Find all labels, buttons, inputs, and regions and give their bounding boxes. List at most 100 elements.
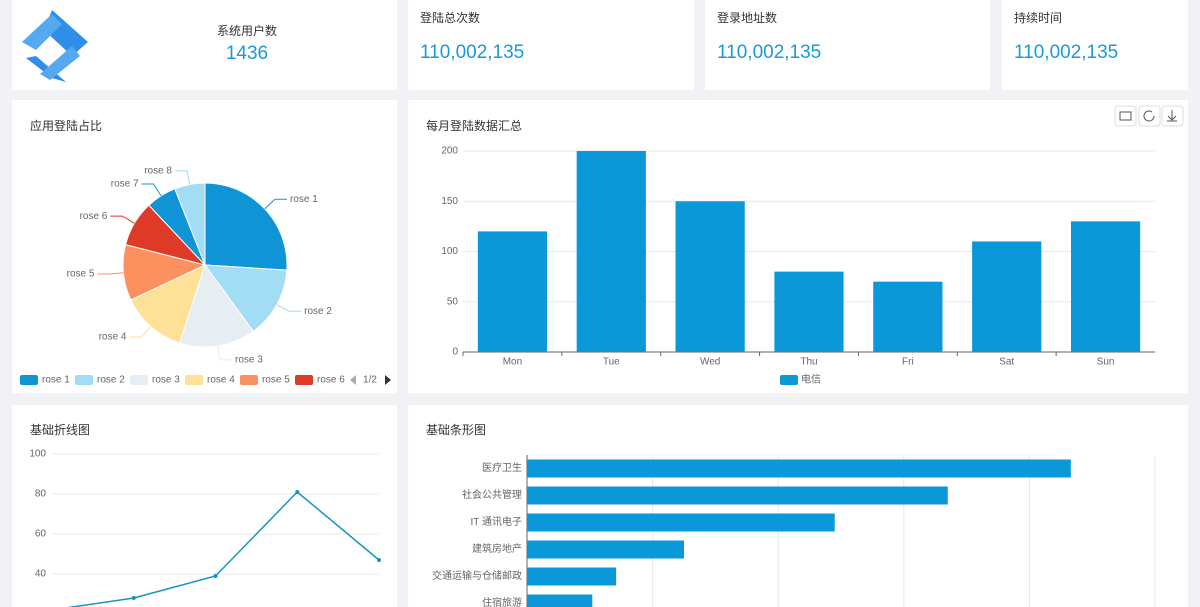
stat-label: 持续时间 xyxy=(1014,10,1062,25)
leader-line xyxy=(129,326,152,338)
legend-next[interactable] xyxy=(385,375,391,385)
card xyxy=(705,0,990,90)
bar xyxy=(675,201,745,352)
stat-value: 110,002,135 xyxy=(1014,42,1118,63)
y-tick-label: 建筑房地产 xyxy=(472,542,522,555)
toolbar xyxy=(1114,105,1184,127)
slice-label: rose 2 xyxy=(304,306,332,317)
panel xyxy=(12,405,397,607)
refresh-button[interactable] xyxy=(1138,105,1161,127)
leader-line xyxy=(110,215,135,224)
legend-label: rose 2 xyxy=(97,375,125,386)
y-tick-label: IT 通讯电子 xyxy=(471,515,522,528)
x-tick-label: Wed xyxy=(700,357,720,368)
legend-prev[interactable] xyxy=(350,375,356,385)
logo xyxy=(22,10,88,82)
bar xyxy=(873,281,943,352)
legend-swatch xyxy=(185,375,203,385)
stat-value: 110,002,135 xyxy=(420,42,524,63)
legend-label: rose 6 xyxy=(317,375,345,386)
bar xyxy=(972,241,1042,352)
stat-value: 1436 xyxy=(226,43,268,64)
legend-swatch xyxy=(130,375,148,385)
bar xyxy=(527,594,593,607)
bar xyxy=(527,459,1071,478)
card xyxy=(1002,0,1188,90)
x-tick-label: Mon xyxy=(503,357,522,368)
pie-slice xyxy=(179,263,254,348)
slice-label: rose 7 xyxy=(111,179,139,190)
leader-line xyxy=(175,170,191,185)
pie-slice xyxy=(204,182,288,271)
bar xyxy=(576,151,646,352)
y-tick-label: 社会公共管理 xyxy=(462,488,522,501)
bar xyxy=(527,567,617,586)
table-button[interactable] xyxy=(1114,105,1137,127)
chart-title: 每月登陆数据汇总 xyxy=(426,118,522,133)
card xyxy=(408,0,694,90)
y-tick-label: 50 xyxy=(447,296,459,307)
panel xyxy=(408,405,1188,607)
slice-label: rose 8 xyxy=(144,165,172,176)
y-tick-label: 100 xyxy=(441,246,458,257)
y-tick-label: 80 xyxy=(35,489,47,500)
slice-label: rose 5 xyxy=(67,269,95,280)
legend-label: 电信 xyxy=(801,373,821,386)
stat-label: 系统用户数 xyxy=(217,23,277,38)
y-tick-label: 100 xyxy=(29,449,46,460)
stat-value: 110,002,135 xyxy=(717,42,821,63)
legend-label: rose 5 xyxy=(262,375,290,386)
point xyxy=(131,596,136,600)
y-tick-label: 60 xyxy=(35,529,47,540)
x-tick-label: Sat xyxy=(999,357,1014,368)
x-tick-label: Sun xyxy=(1097,357,1115,368)
bar xyxy=(527,486,948,505)
leader-line xyxy=(264,198,287,210)
leader-line xyxy=(141,183,162,197)
leader-line xyxy=(97,272,124,275)
x-tick-label: Tue xyxy=(603,357,620,368)
bar xyxy=(477,231,548,352)
chart-title: 应用登陆占比 xyxy=(30,118,102,133)
chart-title: 基础折线图 xyxy=(30,422,90,437)
point xyxy=(213,574,218,578)
point xyxy=(377,558,381,562)
y-tick-label: 0 xyxy=(452,347,458,358)
slice-label: rose 3 xyxy=(235,354,263,365)
pie-slice xyxy=(203,264,288,333)
slice-label: rose 6 xyxy=(80,211,108,222)
legend-label: rose 3 xyxy=(152,375,180,386)
leader-line xyxy=(217,345,233,361)
y-tick-label: 交通运输与仓储邮政 xyxy=(432,569,522,582)
slice-label: rose 4 xyxy=(99,332,127,343)
bar xyxy=(1070,221,1141,352)
legend-swatch xyxy=(75,375,93,385)
legend-page: 1/2 xyxy=(363,375,377,386)
legend-label: rose 4 xyxy=(207,375,235,386)
stat-label: 登陆总次数 xyxy=(420,10,480,25)
y-tick-label: 150 xyxy=(441,196,458,207)
stat-label: 登录地址数 xyxy=(717,10,777,25)
slice-label: rose 1 xyxy=(290,194,318,205)
legend-swatch xyxy=(295,375,313,385)
leader-line xyxy=(276,304,302,312)
bar xyxy=(774,271,844,352)
y-tick-label: 200 xyxy=(441,146,458,157)
legend-swatch xyxy=(240,375,258,385)
x-tick-label: Thu xyxy=(800,357,817,368)
legend-label: rose 1 xyxy=(42,375,70,386)
pie-slice xyxy=(174,182,206,266)
point xyxy=(295,490,300,494)
y-tick-label: 医疗卫生 xyxy=(482,461,522,474)
x-tick-label: Fri xyxy=(902,357,914,368)
legend-swatch xyxy=(20,375,38,385)
bar xyxy=(527,513,835,532)
bar xyxy=(527,540,684,559)
y-tick-label: 住宿旅游 xyxy=(482,596,522,607)
y-tick-label: 40 xyxy=(35,569,47,580)
legend-swatch xyxy=(780,375,798,385)
pie-slice xyxy=(130,264,206,344)
chart-title: 基础条形图 xyxy=(426,423,486,437)
